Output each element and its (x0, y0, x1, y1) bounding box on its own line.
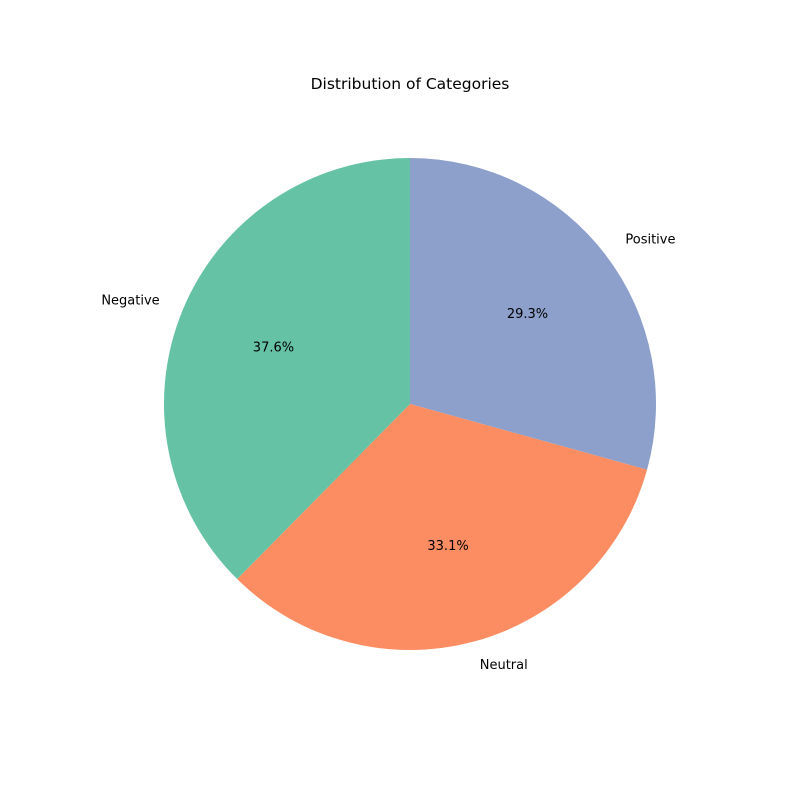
percent-label-negative: 37.6% (253, 340, 294, 355)
chart-title: Distribution of Categories (311, 75, 510, 93)
slice-label-positive: Positive (625, 233, 675, 248)
pie-slice-neutral (237, 404, 648, 650)
pie-labels: Positive 29.3% Neutral 33.1% Negative 37.6% (101, 233, 675, 673)
slice-label-neutral: Neutral (480, 658, 528, 673)
percent-label-neutral: 33.1% (427, 539, 468, 554)
percent-label-positive: 29.3% (507, 307, 548, 322)
pie-slice-negative (164, 158, 410, 580)
pie-slices (164, 158, 657, 650)
pie-slice-positive (410, 158, 657, 470)
slice-label-negative: Negative (101, 294, 159, 309)
